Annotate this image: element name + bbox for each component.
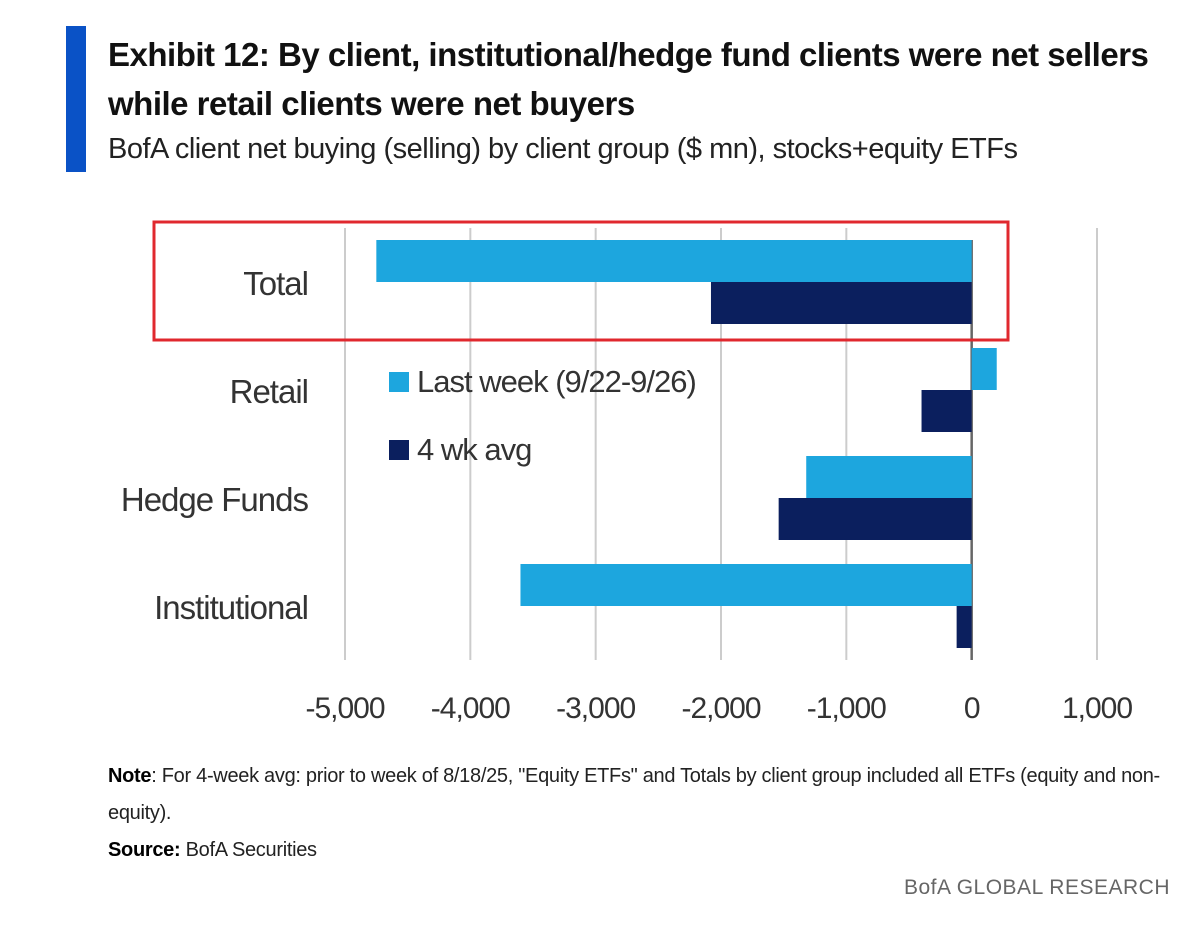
x-tick-label: -1,000 bbox=[807, 692, 886, 725]
x-tick-label: -2,000 bbox=[681, 692, 760, 725]
bar-retail-4wk-avg bbox=[921, 390, 972, 432]
x-tick-label: -4,000 bbox=[431, 692, 510, 725]
x-tick-label: 0 bbox=[964, 692, 980, 725]
category-label: Total bbox=[243, 265, 308, 302]
accent-bar bbox=[66, 26, 86, 172]
chart-subtitle: BofA client net buying (selling) by clie… bbox=[108, 133, 1018, 165]
bar-institutional-last-week bbox=[520, 564, 972, 606]
source-text: BofA Securities bbox=[180, 839, 317, 861]
source-line: Source: BofA Securities bbox=[108, 832, 1168, 869]
legend-swatch bbox=[389, 372, 409, 392]
bar-total-4wk-avg bbox=[710, 282, 972, 324]
category-label: Institutional bbox=[154, 589, 308, 626]
x-tick-label: -5,000 bbox=[305, 692, 384, 725]
note-text: : For 4-week avg: prior to week of 8/18/… bbox=[108, 765, 1160, 824]
chart-title: Exhibit 12: By client, institutional/hed… bbox=[108, 36, 1149, 122]
highlight-box-total bbox=[152, 220, 1010, 342]
bar-institutional-4wk-avg bbox=[956, 606, 972, 648]
x-tick-label: -3,000 bbox=[556, 692, 635, 725]
note-label: Note bbox=[108, 765, 152, 787]
bar-hedge-funds-last-week bbox=[806, 456, 972, 498]
legend-label: 4 wk avg bbox=[417, 432, 531, 467]
bar-hedge-funds-4wk-avg bbox=[778, 498, 972, 540]
note-line: Note: For 4-week avg: prior to week of 8… bbox=[108, 758, 1168, 832]
notes: Note: For 4-week avg: prior to week of 8… bbox=[108, 758, 1168, 869]
category-label: Retail bbox=[230, 373, 308, 410]
legend-swatch bbox=[389, 440, 409, 460]
legend-label: Last week (9/22-9/26) bbox=[417, 364, 696, 399]
footer-brand: BofA GLOBAL RESEARCH bbox=[904, 876, 1170, 899]
source-label: Source: bbox=[108, 839, 181, 861]
x-tick-label: 1,000 bbox=[1062, 692, 1132, 725]
category-label: Hedge Funds bbox=[121, 481, 309, 518]
bar-total-last-week bbox=[376, 240, 972, 282]
bar-retail-last-week bbox=[971, 348, 997, 390]
